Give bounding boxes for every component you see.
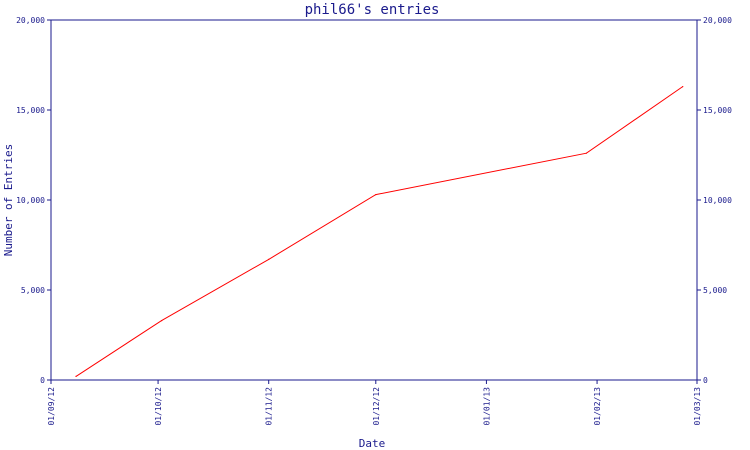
- y-tick-label-right: 10,000: [703, 196, 732, 205]
- x-axis-label: Date: [359, 437, 386, 450]
- x-tick-label: 01/11/12: [265, 387, 274, 426]
- y-tick-label-right: 5,000: [703, 286, 727, 295]
- x-tick-label: 01/03/13: [693, 387, 702, 426]
- x-tick-label: 01/10/12: [154, 387, 163, 426]
- data-point: [682, 86, 684, 88]
- y-tick-label-left: 10,000: [16, 196, 45, 205]
- x-tick-label: 01/02/13: [593, 387, 602, 426]
- series-line: [75, 86, 683, 377]
- x-tick-label: 01/01/13: [482, 387, 491, 426]
- y-tick-label-right: 20,000: [703, 16, 732, 25]
- data-point: [585, 152, 587, 154]
- x-axis: 01/09/12 01/10/12 01/11/12 01/12/12 01/01/13…: [47, 380, 702, 426]
- plot-frame: [50, 19, 698, 381]
- data-point: [161, 320, 163, 322]
- y-tick-label-left: 20,000: [16, 16, 45, 25]
- data-point: [75, 375, 77, 377]
- x-tick-label: 01/12/12: [372, 387, 381, 426]
- y-tick-label-left: 15,000: [16, 106, 45, 115]
- series-layer: [75, 86, 684, 377]
- chart-title: phil66's entries: [305, 2, 440, 18]
- y-tick-label-left: 0: [40, 376, 45, 385]
- y-tick-label-left: 5,000: [21, 286, 45, 295]
- y-tick-label-right: 0: [703, 376, 708, 385]
- y-tick-label-right: 15,000: [703, 106, 732, 115]
- y-axis-right: 0 5,000 10,000 15,000 20,000: [697, 16, 732, 385]
- x-tick-label: 01/09/12: [47, 387, 56, 426]
- data-point: [375, 194, 377, 196]
- data-point: [268, 258, 270, 260]
- y-axis-left: 0 5,000 10,000 15,000 20,000: [16, 16, 51, 385]
- y-axis-label: Number of Entries: [2, 144, 15, 257]
